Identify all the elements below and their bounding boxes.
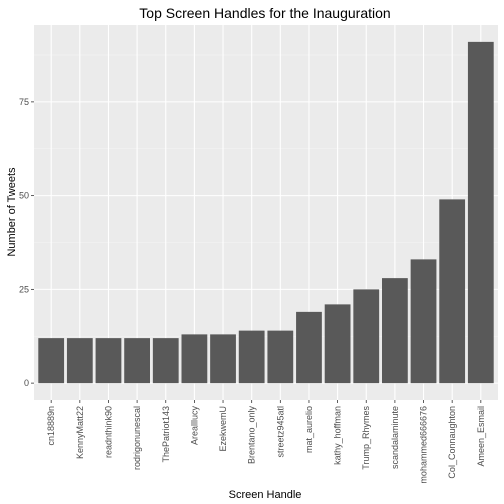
x-tick-label: mohammed666676: [419, 406, 429, 484]
bar-mat_aurelio: [296, 311, 322, 384]
bar-Ameen_Esmail: [467, 41, 494, 384]
bar-readnthink90: [95, 338, 122, 384]
y-axis: 0 25 50 75: [19, 97, 34, 388]
x-tick-label: Brentano_only: [247, 406, 257, 465]
x-tick-label: streetz945atl: [275, 406, 285, 458]
chart-title: Top Screen Handles for the Inauguration: [139, 5, 390, 21]
y-tick-label: 50: [19, 191, 29, 201]
x-tick-label: Arealllucy: [189, 406, 199, 446]
x-tick-label: Trump_Rhymes: [361, 406, 371, 470]
bar-streetz945atl: [267, 330, 294, 384]
x-axis: cn18889n KennyMatt22 readnthink90 rodrigonu…: [46, 400, 486, 484]
bar-scandalaminute: [382, 278, 408, 384]
bar-Arealllucy: [181, 334, 208, 384]
bar-EzekwemU: [210, 334, 236, 384]
bar-ThePatriot143: [152, 338, 179, 384]
x-tick-label: readnthink90: [103, 406, 113, 458]
x-tick-label: rodrigonunescal: [132, 406, 142, 470]
x-tick-label: EzekwemU: [218, 406, 228, 452]
bar-Brentano_only: [238, 330, 265, 384]
x-axis-title: Screen Handle: [229, 489, 302, 501]
x-tick-label: cn18889n: [46, 406, 56, 446]
x-tick-label: Col_Connaughton: [447, 406, 457, 479]
x-tick-label: kathy_hoffman: [333, 406, 343, 465]
bar-mohammed666676: [410, 259, 437, 384]
bar-kathy_hoffman: [324, 304, 351, 384]
bar-Trump_Rhymes: [353, 289, 380, 384]
x-tick-label: mat_aurelio: [304, 406, 314, 453]
x-tick-label: scandalaminute: [390, 406, 400, 469]
bar-Col_Connaughton: [439, 199, 466, 384]
y-axis-title: Number of Tweets: [6, 167, 18, 257]
x-tick-label: KennyMatt22: [75, 406, 85, 459]
x-tick-label: ThePatriot143: [161, 406, 171, 463]
y-tick-label: 0: [24, 378, 29, 388]
bar-rodrigonunescal: [124, 338, 150, 384]
bars: [38, 41, 494, 384]
bar-cn18889n: [38, 338, 65, 384]
bar-KennyMatt22: [66, 338, 93, 384]
y-tick-label: 25: [19, 284, 29, 294]
x-tick-label: Ameen_Esmail: [476, 406, 486, 467]
y-tick-label: 75: [19, 97, 29, 107]
